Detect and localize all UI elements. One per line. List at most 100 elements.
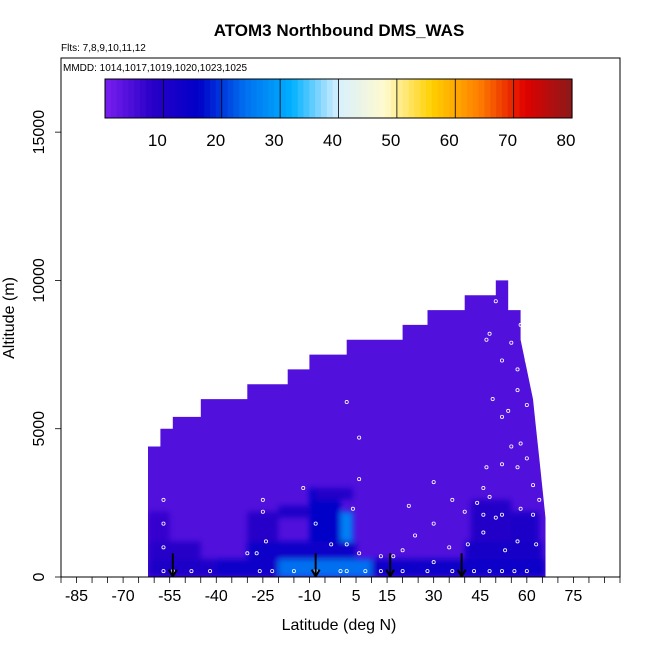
sample-point [161, 569, 166, 574]
colorbar-band [122, 79, 129, 118]
sample-point [400, 569, 405, 574]
sample-point [493, 299, 498, 304]
colorbar-band [291, 79, 299, 118]
colorbar-band [186, 79, 194, 118]
colorbar-band [408, 79, 415, 118]
colorbar-band [536, 79, 544, 118]
colorbar-band [280, 79, 287, 118]
sample-point [338, 569, 343, 574]
colorbar-band [338, 79, 345, 118]
sample-point [431, 521, 436, 526]
colorbar-band [484, 79, 491, 118]
sample-point [263, 539, 268, 544]
x-axis-label: Latitude (deg N) [282, 617, 397, 634]
colorbar-band [461, 79, 468, 118]
curtain-cell [148, 511, 170, 542]
colorbar-band [385, 79, 392, 118]
sample-point [313, 521, 318, 526]
colorbar-band [175, 79, 182, 118]
colorbar-band [356, 79, 363, 118]
colorbar-tick-label: 80 [557, 131, 576, 150]
colorbar-band [192, 79, 199, 118]
curtain-cell [418, 559, 546, 577]
colorbar-band [361, 79, 369, 118]
sample-point [509, 444, 514, 449]
sample-point [161, 545, 166, 550]
colorbar-band [221, 79, 229, 118]
curtain-cell [148, 559, 217, 577]
sample-point [208, 569, 213, 574]
sample-point [431, 560, 436, 565]
colorbar-band [157, 79, 164, 118]
colorbar-band [285, 79, 293, 118]
colorbar-band [379, 79, 386, 118]
sample-point [447, 545, 452, 550]
y-axis-label: Altitude (m) [1, 277, 18, 359]
dates-label: MMDD: 1014,1017,1019,1020,1023,1025 [63, 63, 247, 74]
colorbar-band [525, 79, 532, 118]
colorbar-tick-label: 70 [498, 131, 517, 150]
sample-point [506, 408, 511, 413]
curtain-cell [470, 499, 512, 542]
sample-point [531, 483, 536, 488]
sample-point [400, 548, 405, 553]
colorbar-band [245, 79, 252, 118]
colorbar-band [134, 79, 141, 118]
sample-point [512, 569, 517, 574]
sample-point [518, 322, 523, 327]
colorbar-band [210, 79, 217, 118]
colorbar-band [309, 79, 316, 118]
sample-point [515, 367, 520, 372]
y-tick-label: 15000 [31, 110, 48, 155]
colorbar-band [169, 79, 176, 118]
colorbar-band [420, 79, 427, 118]
sample-point [378, 569, 383, 574]
flights-label: Flts: 7,8,9,10,11,12 [61, 43, 146, 54]
sample-point [465, 542, 470, 547]
sample-point [450, 497, 455, 502]
colorbar-band [250, 79, 258, 118]
sample-point [524, 456, 529, 461]
sample-point [499, 414, 504, 419]
sample-point [484, 337, 489, 342]
colorbar-band [472, 79, 480, 118]
colorbar-tick-label: 50 [381, 131, 400, 150]
sample-point [344, 569, 349, 574]
sample-point [189, 569, 194, 574]
sample-point [431, 480, 436, 485]
colorbar-band [396, 79, 404, 118]
colorbar-band [496, 79, 503, 118]
colorbar-band [490, 79, 497, 118]
flight-arrow [385, 553, 396, 577]
colorbar-tick-label: 40 [323, 131, 342, 150]
x-tick-label: 15 [378, 588, 396, 605]
x-tick-label: 30 [425, 588, 443, 605]
colorbar-band [402, 79, 410, 118]
colorbar-band [239, 79, 246, 118]
sample-point [534, 542, 539, 547]
sample-point [481, 530, 486, 535]
colorbar-band [507, 79, 515, 118]
sample-point [291, 569, 296, 574]
sample-point [524, 402, 529, 407]
x-tick-label: 75 [565, 588, 583, 605]
colorbar-band [198, 79, 205, 118]
sample-point [378, 554, 383, 559]
colorbar-band [344, 79, 351, 118]
sample-point [245, 551, 250, 556]
sample-point [260, 509, 265, 514]
sample-point [357, 477, 362, 482]
sample-point [301, 486, 306, 491]
sample-point [484, 465, 489, 470]
sample-point [518, 441, 523, 446]
curtain-cell [278, 559, 372, 577]
curtain-cell [216, 559, 279, 577]
colorbar-band [542, 79, 550, 118]
colorbar-band [303, 79, 310, 118]
colorbar-band [163, 79, 170, 118]
colorbar-band [326, 79, 334, 118]
sample-point [481, 512, 486, 517]
colorbar-band [151, 79, 159, 118]
sample-point [518, 506, 523, 511]
